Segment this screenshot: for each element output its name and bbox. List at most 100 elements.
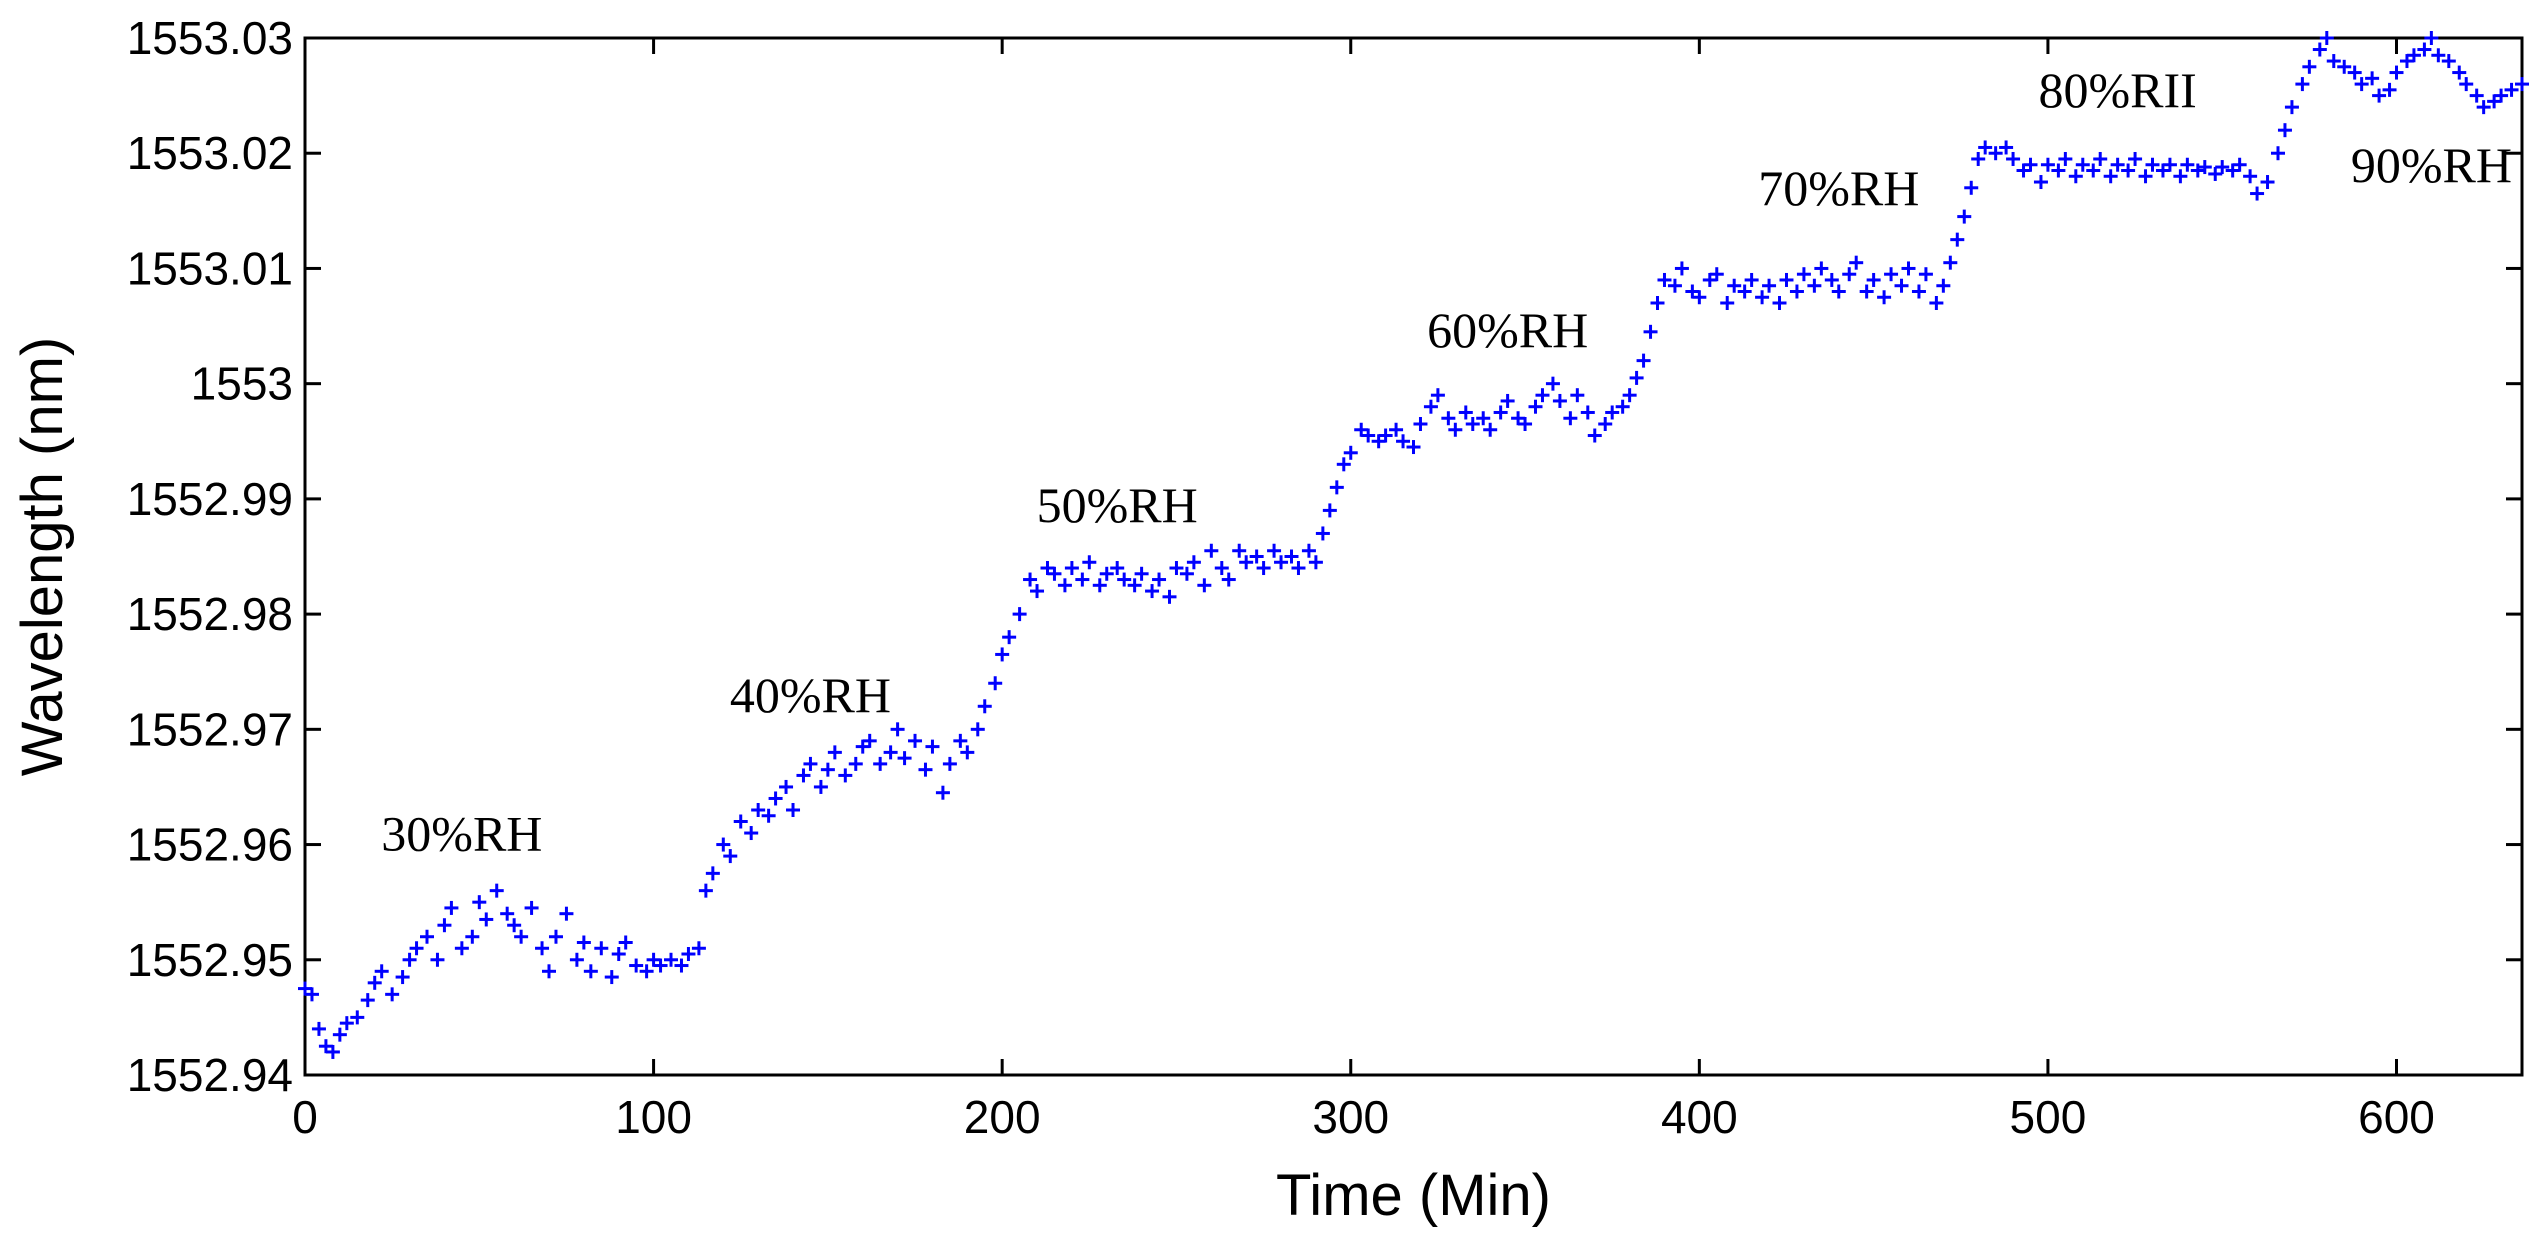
data-point bbox=[569, 952, 584, 967]
data-point bbox=[2173, 169, 2188, 184]
data-point bbox=[942, 756, 957, 771]
data-point bbox=[1545, 376, 1560, 391]
data-point bbox=[751, 802, 766, 817]
data-point bbox=[1950, 232, 1965, 247]
data-point bbox=[2277, 123, 2292, 138]
data-point bbox=[733, 814, 748, 829]
data-point bbox=[1779, 272, 1794, 287]
data-point bbox=[559, 906, 574, 921]
data-point bbox=[2417, 42, 2432, 57]
annotation-label: 60%RH bbox=[1427, 302, 1588, 358]
y-tick-label: 1552.97 bbox=[127, 703, 293, 755]
data-point bbox=[1807, 278, 1822, 293]
data-point bbox=[664, 952, 679, 967]
data-point bbox=[1057, 578, 1072, 593]
series-segment-70pct-rh bbox=[1629, 255, 1951, 385]
data-point bbox=[2347, 65, 2362, 80]
data-point bbox=[1493, 405, 1508, 420]
data-point bbox=[1179, 566, 1194, 581]
data-point bbox=[2406, 48, 2421, 63]
data-point bbox=[2295, 77, 2310, 92]
data-point bbox=[1145, 584, 1160, 599]
data-point bbox=[1528, 399, 1543, 414]
data-point bbox=[2128, 151, 2143, 166]
data-point bbox=[360, 993, 375, 1008]
data-point bbox=[514, 929, 529, 944]
data-point bbox=[402, 952, 417, 967]
data-point bbox=[1552, 393, 1567, 408]
data-point bbox=[2138, 169, 2153, 184]
data-point bbox=[1657, 272, 1672, 287]
plot-border bbox=[303, 36, 2524, 1077]
data-point bbox=[1075, 572, 1090, 587]
data-point bbox=[2243, 169, 2258, 184]
data-point bbox=[1884, 267, 1899, 282]
data-point bbox=[653, 958, 668, 973]
data-point bbox=[1232, 543, 1247, 558]
annotation-label: 30%RH bbox=[381, 805, 542, 861]
data-point bbox=[374, 964, 389, 979]
annotation-label: 50%RH bbox=[1037, 477, 1198, 533]
data-point bbox=[420, 929, 435, 944]
data-point bbox=[2452, 65, 2467, 80]
data-point bbox=[1476, 411, 1491, 426]
data-point bbox=[935, 785, 950, 800]
annotation-label: 70%RH bbox=[1758, 160, 1919, 216]
data-point bbox=[489, 883, 504, 898]
data-point bbox=[1197, 578, 1212, 593]
y-axis-label: Wavelength (nm) bbox=[10, 337, 75, 776]
data-point bbox=[1814, 261, 1829, 276]
data-point bbox=[848, 756, 863, 771]
data-point bbox=[1772, 296, 1787, 311]
data-point bbox=[2103, 169, 2118, 184]
data-point bbox=[367, 975, 382, 990]
data-point bbox=[723, 849, 738, 864]
data-point bbox=[500, 906, 515, 921]
data-point bbox=[1831, 284, 1846, 299]
data-point bbox=[304, 987, 319, 1002]
data-point bbox=[1441, 411, 1456, 426]
series-segment-80pct-rii bbox=[1943, 140, 2275, 270]
data-point bbox=[1587, 428, 1602, 443]
data-point bbox=[1622, 388, 1637, 403]
data-point bbox=[2086, 163, 2101, 178]
data-point bbox=[1720, 296, 1735, 311]
data-point bbox=[2058, 151, 2073, 166]
data-point bbox=[1336, 457, 1351, 472]
data-point bbox=[744, 826, 759, 841]
data-point bbox=[988, 676, 1003, 691]
data-point bbox=[890, 722, 905, 737]
data-point bbox=[2319, 31, 2334, 45]
data-point bbox=[2068, 169, 2083, 184]
data-point bbox=[2180, 157, 2195, 172]
data-point bbox=[1796, 267, 1811, 282]
data-point bbox=[1737, 284, 1752, 299]
data-point bbox=[820, 762, 835, 777]
data-point bbox=[2372, 88, 2387, 103]
data-point bbox=[1877, 290, 1892, 305]
data-point bbox=[1901, 261, 1916, 276]
data-point bbox=[444, 900, 459, 915]
data-point bbox=[1518, 416, 1533, 431]
data-point bbox=[1186, 555, 1201, 570]
series-segment-60pct-rh bbox=[1315, 376, 1637, 541]
data-point bbox=[1615, 399, 1630, 414]
data-point bbox=[1152, 572, 1167, 587]
data-point bbox=[1117, 572, 1132, 587]
data-point bbox=[1755, 290, 1770, 305]
data-point bbox=[1643, 324, 1658, 339]
data-point bbox=[2389, 65, 2404, 80]
data-point bbox=[350, 1010, 365, 1025]
data-point bbox=[1465, 416, 1480, 431]
x-tick-label: 0 bbox=[292, 1091, 318, 1143]
data-point bbox=[2145, 157, 2160, 172]
data-point bbox=[1221, 572, 1236, 587]
series-segment-90pct-rh bbox=[2270, 31, 2529, 161]
data-point bbox=[2494, 88, 2509, 103]
data-point bbox=[1842, 267, 1857, 282]
data-point bbox=[1308, 555, 1323, 570]
data-point bbox=[960, 745, 975, 760]
data-point bbox=[2365, 71, 2380, 86]
data-point bbox=[454, 941, 469, 956]
data-point bbox=[2302, 59, 2317, 74]
